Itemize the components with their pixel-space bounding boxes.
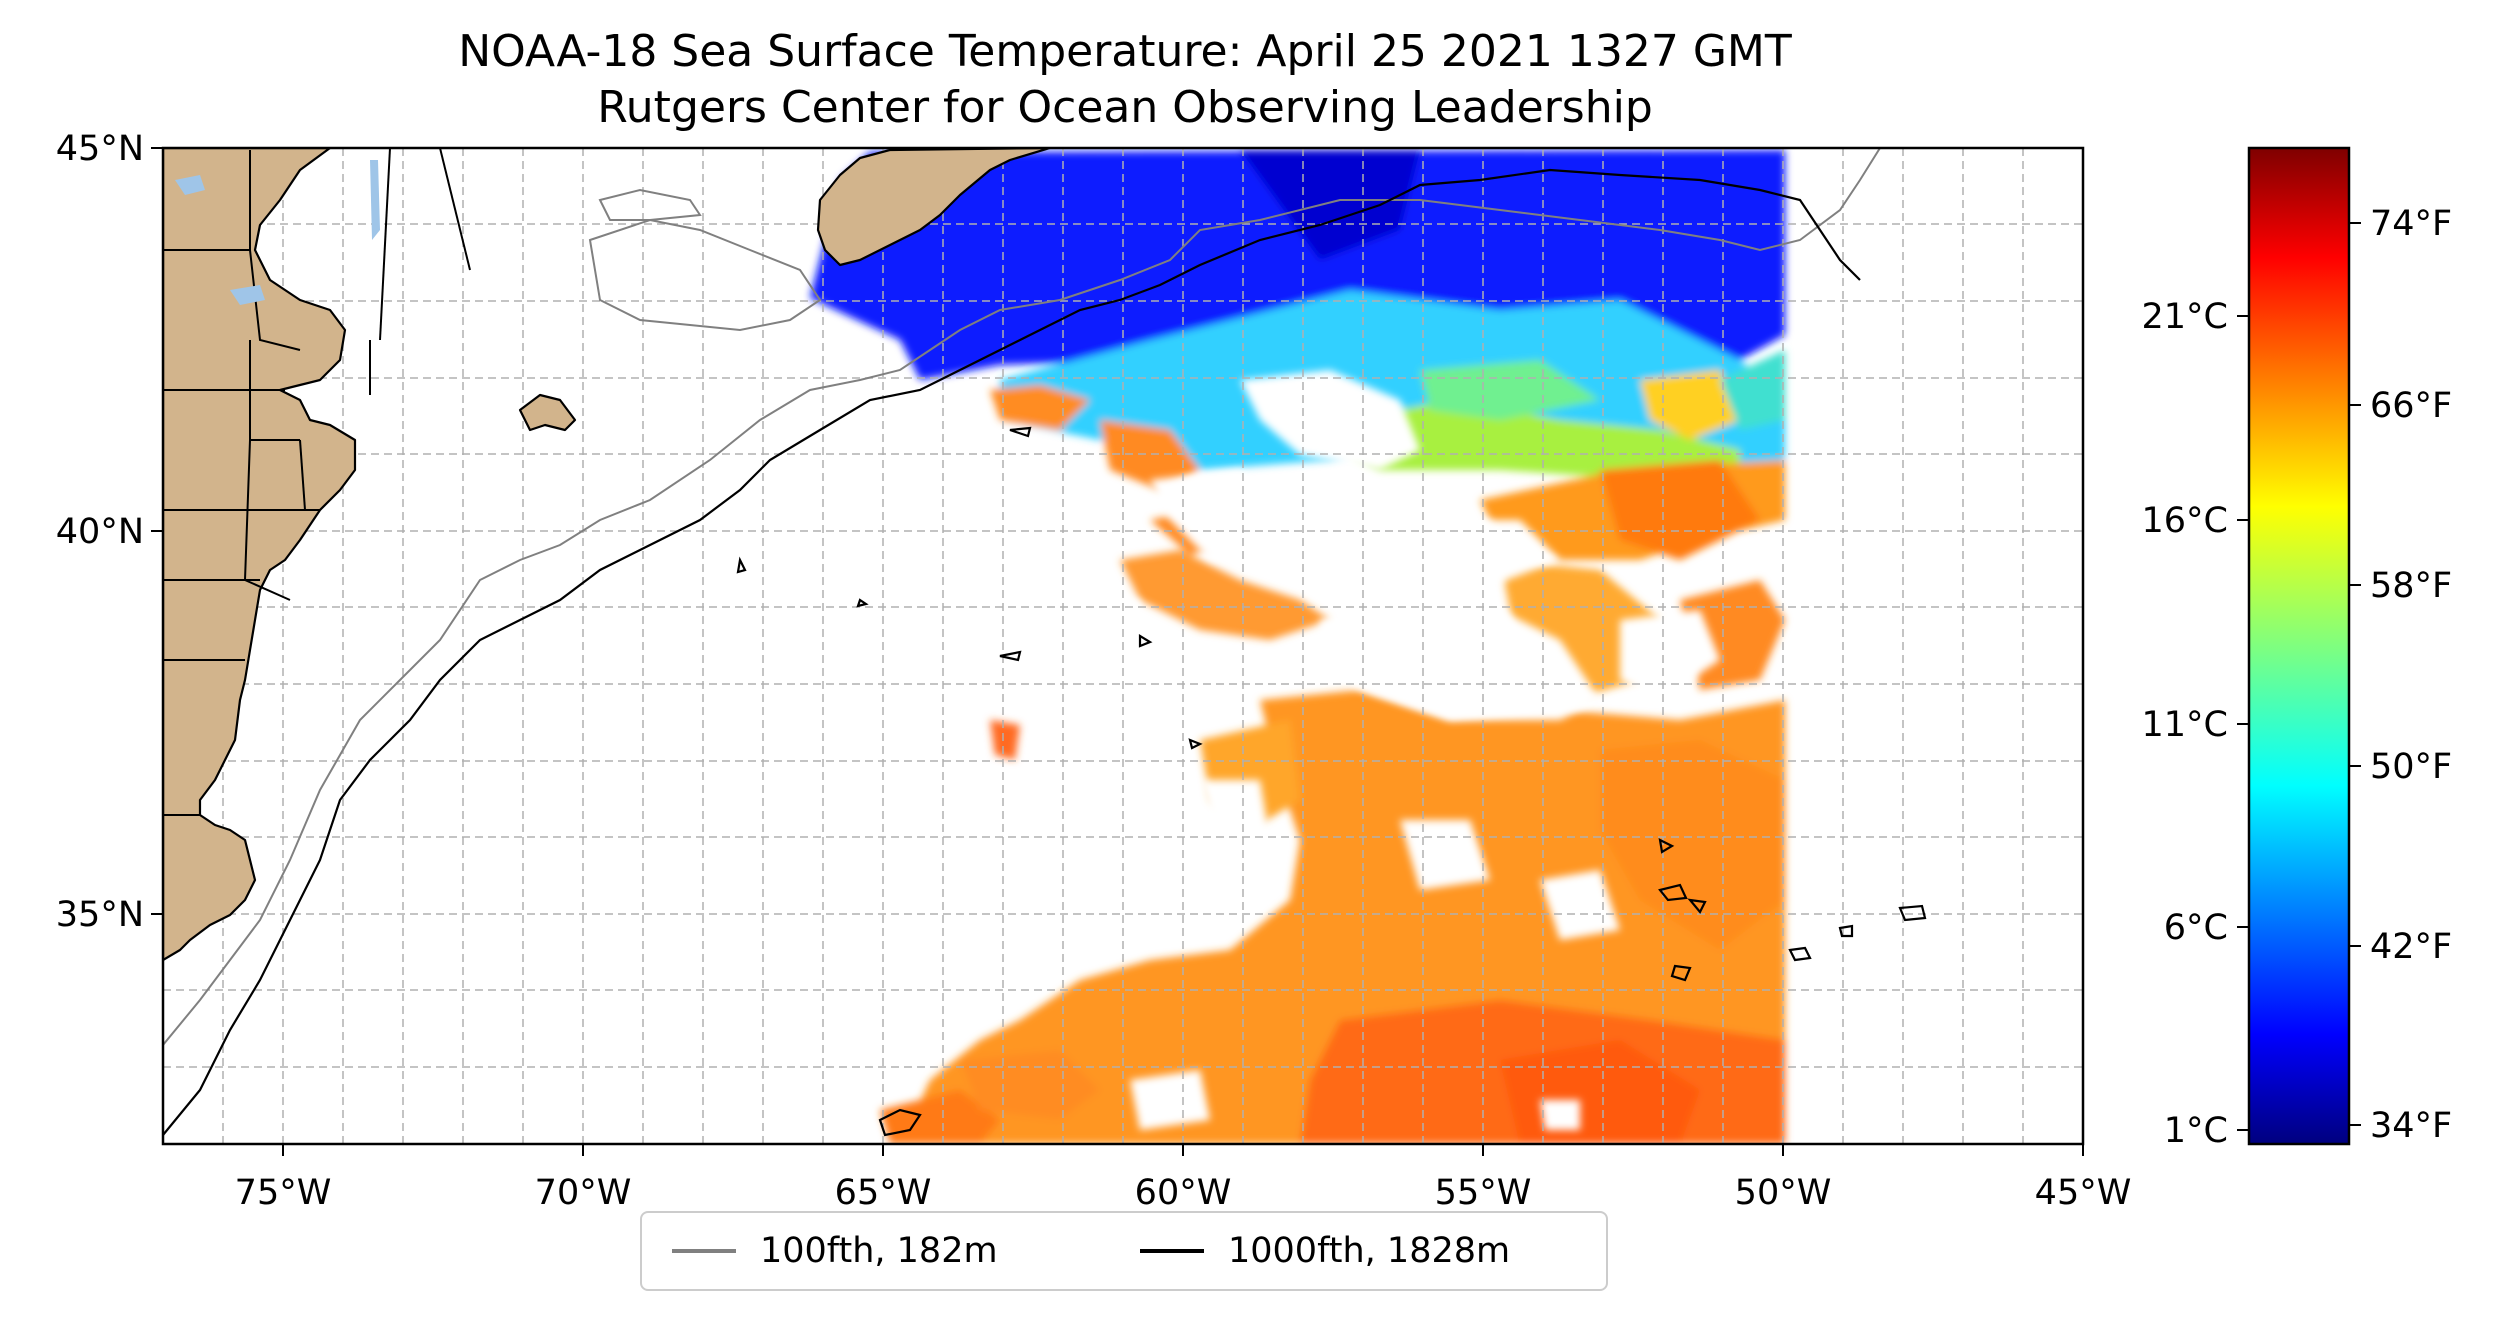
colorbar-f-label: 58°F	[2370, 566, 2452, 606]
title-line-1: NOAA-18 Sea Surface Temperature: April 2…	[458, 26, 1792, 77]
colorbar-c-label: 1°C	[2164, 1111, 2228, 1151]
legend-label: 100fth, 182m	[760, 1231, 998, 1271]
colorbar-c-label: 21°C	[2142, 297, 2228, 337]
land	[163, 148, 1052, 962]
colorbar-f-label: 74°F	[2370, 204, 2452, 244]
legend: 100fth, 182m 1000fth, 1828m	[640, 1211, 1608, 1291]
map-frame	[161, 146, 2085, 1146]
gridlines	[163, 148, 2083, 1144]
colorbar-f-label: 66°F	[2370, 386, 2452, 426]
legend-swatch-gray-line	[672, 1249, 736, 1253]
legend-item-100fth: 100fth, 182m	[672, 1213, 998, 1289]
colorbar-f-label: 50°F	[2370, 747, 2452, 787]
contour-1000fth	[163, 168, 1927, 1137]
lon-tick-label: 60°W	[1135, 1173, 1232, 1213]
lon-tick-label: 45°W	[2035, 1173, 2132, 1213]
lon-tick-label: 50°W	[1735, 1173, 1832, 1213]
colorbar-f-label: 34°F	[2370, 1106, 2452, 1146]
colorbar-c-label: 6°C	[2164, 908, 2228, 948]
colorbar	[2247, 146, 2351, 1146]
lon-tick-label: 70°W	[535, 1173, 632, 1213]
colorbar-ticks	[2237, 222, 2361, 1131]
colorbar-f-label: 42°F	[2370, 927, 2452, 967]
lat-tick-label: 40°N	[56, 512, 144, 552]
cloud-gaps	[1000, 370, 1720, 1130]
contour-100fth	[163, 148, 1881, 1046]
title-line-2: Rutgers Center for Ocean Observing Leade…	[597, 82, 1653, 133]
lat-tick-label: 35°N	[56, 895, 144, 935]
land-us-coast	[163, 148, 357, 962]
lakes	[175, 160, 380, 305]
lon-tick-label: 65°W	[835, 1173, 932, 1213]
legend-swatch-black-line	[1140, 1249, 1204, 1253]
colorbar-c-label: 11°C	[2142, 705, 2228, 745]
lat-tick-label: 45°N	[56, 129, 144, 169]
axis-ticks	[151, 147, 2084, 1156]
legend-item-1000fth: 1000fth, 1828m	[1140, 1213, 1510, 1289]
colorbar-c-label: 16°C	[2142, 501, 2228, 541]
map-title: NOAA-18 Sea Surface Temperature: April 2…	[165, 24, 2085, 136]
map-area	[163, 148, 2083, 1144]
state-borders	[163, 148, 471, 816]
land-cape-cod	[518, 393, 577, 432]
lon-tick-label: 55°W	[1435, 1173, 1532, 1213]
legend-label: 1000fth, 1828m	[1228, 1231, 1511, 1271]
land-nova-scotia	[816, 148, 1052, 267]
lon-tick-label: 75°W	[235, 1173, 332, 1213]
